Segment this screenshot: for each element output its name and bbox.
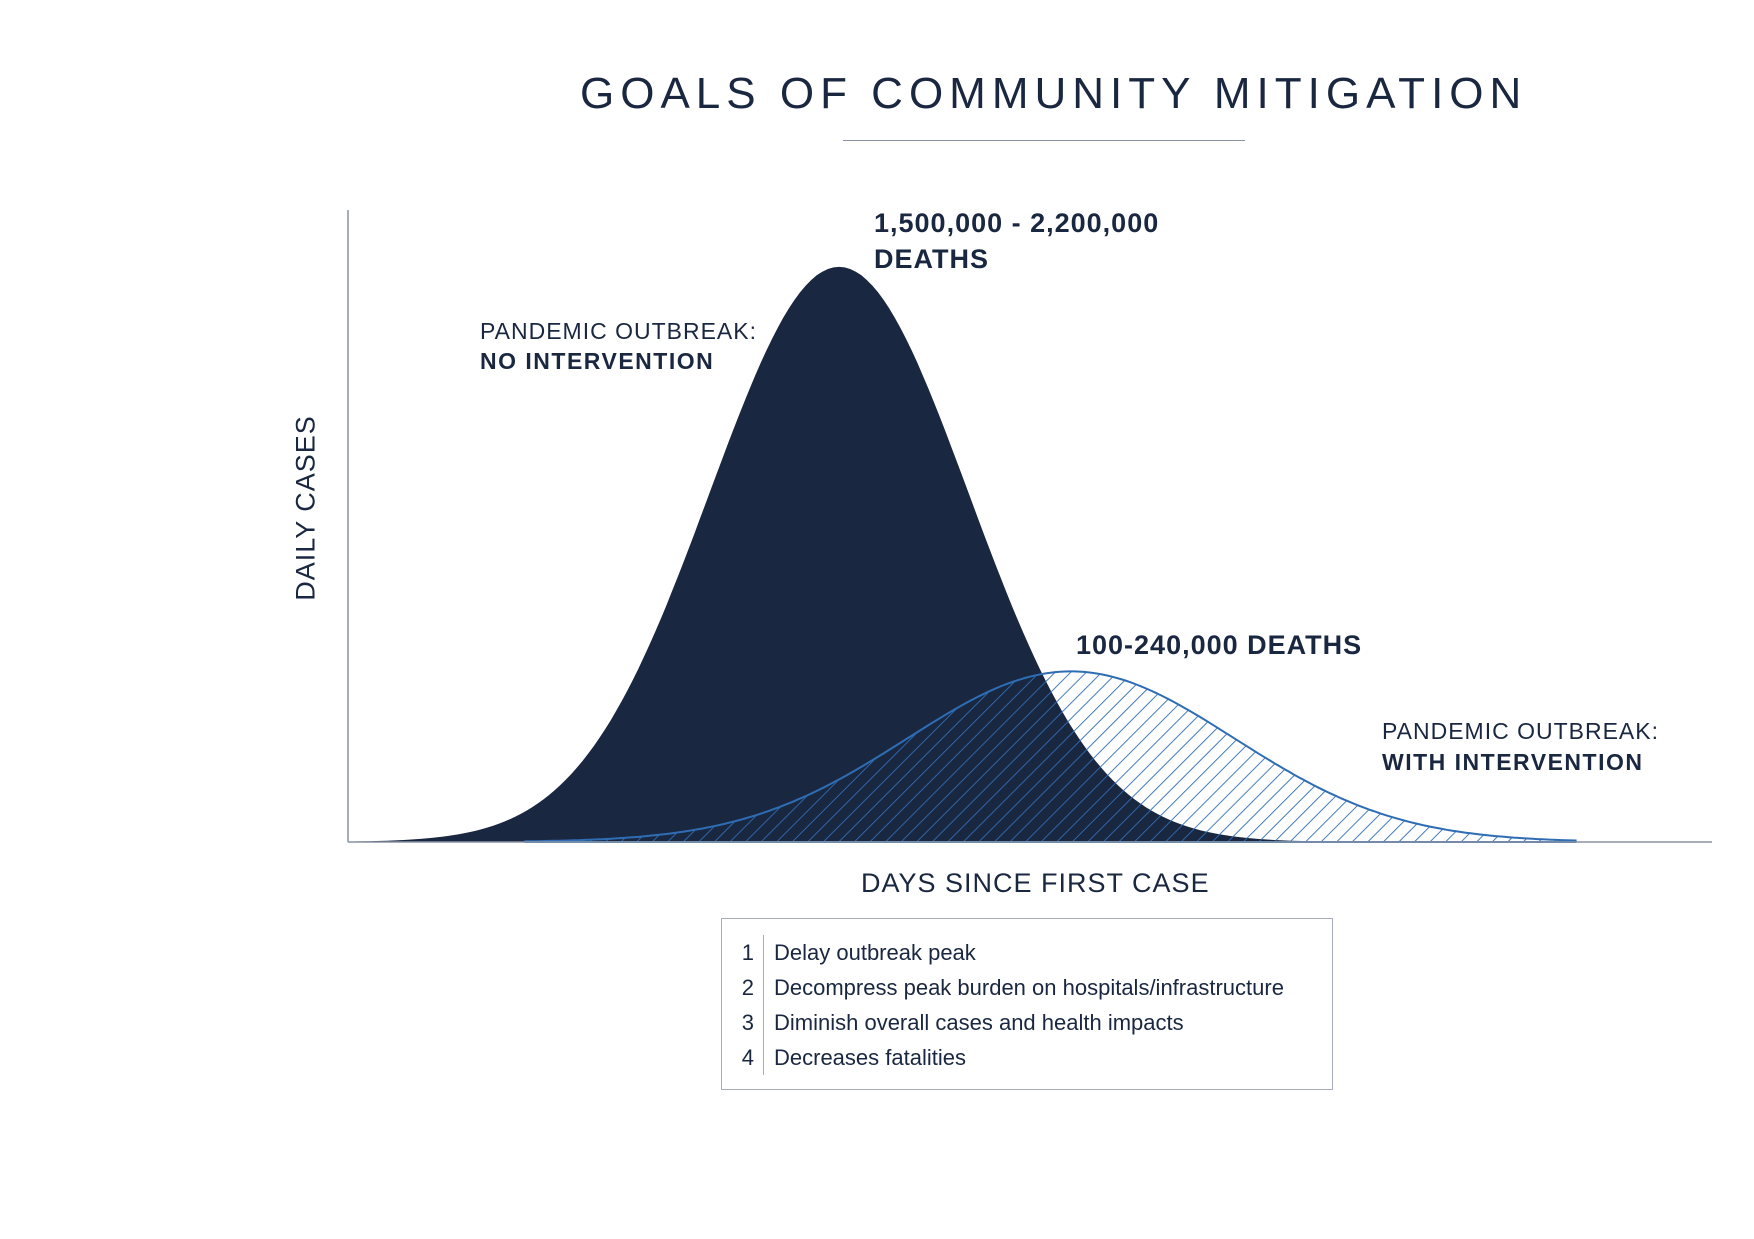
with-intervention-deaths: 100-240,000 DEATHS [1076,630,1363,660]
legend-item-number: 4 [722,1040,764,1075]
no-intervention-area [348,266,1576,842]
no-intervention-label-line2: NO INTERVENTION [480,348,715,374]
no-intervention-label-line1: PANDEMIC OUTBREAK: [480,318,757,344]
legend-item: 4 Decreases fatalities [722,1040,966,1075]
legend-item: 1 Delay outbreak peak [722,935,976,970]
with-intervention-area [524,670,1577,843]
no-intervention-deaths-line2: DEATHS [874,244,990,274]
x-axis-label: DAYS SINCE FIRST CASE [861,868,1210,898]
legend-item-number: 3 [722,1005,764,1040]
legend-item-text: Decompress peak burden on hospitals/infr… [774,974,1284,1000]
legend-item: 2 Decompress peak burden on hospitals/in… [722,970,1284,1005]
goals-legend-box: 1 Delay outbreak peak 2 Decompress peak … [721,918,1333,1090]
legend-item: 3 Diminish overall cases and health impa… [722,1005,1184,1040]
legend-item-text: Decreases fatalities [774,1044,966,1070]
no-intervention-deaths-line1: 1,500,000 - 2,200,000 [874,208,1160,238]
with-intervention-label-line2: WITH INTERVENTION [1382,749,1644,775]
with-intervention-label-line1: PANDEMIC OUTBREAK: [1382,718,1659,744]
legend-item-number: 2 [722,970,764,1005]
legend-item-text: Delay outbreak peak [774,939,976,965]
title-divider [843,140,1245,141]
page-title: GOALS OF COMMUNITY MITIGATION [580,69,1528,118]
legend-item-text: Diminish overall cases and health impact… [774,1009,1184,1035]
legend-item-number: 1 [722,935,764,970]
